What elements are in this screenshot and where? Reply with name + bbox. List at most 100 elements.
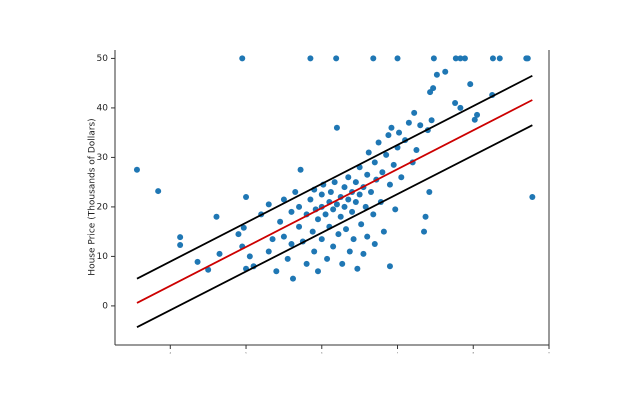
fit-line: [136, 124, 533, 328]
data-point: [280, 233, 287, 240]
y-tick-label: 40: [97, 103, 109, 113]
data-point: [474, 111, 481, 118]
data-point: [303, 260, 310, 267]
data-point: [333, 124, 340, 131]
data-point: [386, 181, 393, 188]
fit-line: [136, 74, 533, 280]
data-point: [307, 196, 314, 203]
data-point: [335, 231, 342, 238]
data-point: [324, 255, 331, 262]
data-point: [289, 275, 296, 282]
data-point: [216, 250, 223, 257]
data-point: [318, 191, 325, 198]
data-point: [430, 55, 437, 62]
data-point: [398, 174, 405, 181]
data-point: [309, 228, 316, 235]
data-point: [213, 213, 220, 220]
data-point: [362, 203, 369, 210]
data-point: [235, 231, 242, 238]
data-point: [383, 151, 390, 158]
data-point: [322, 211, 329, 218]
data-point: [457, 55, 464, 62]
data-point: [413, 146, 420, 153]
data-point: [390, 161, 397, 168]
data-point: [331, 179, 338, 186]
data-point: [396, 129, 403, 136]
data-point: [524, 55, 531, 62]
data-point: [405, 119, 412, 126]
data-point: [339, 260, 346, 267]
y-tick-label: 0: [102, 301, 108, 311]
y-tick-label: 30: [97, 153, 109, 163]
data-point: [337, 213, 344, 220]
x-tick-label: 9: [548, 353, 550, 355]
data-point: [371, 159, 378, 166]
data-point: [417, 122, 424, 129]
data-point: [314, 268, 321, 275]
data-point: [467, 81, 474, 88]
data-point: [297, 166, 304, 173]
data-point: [343, 226, 350, 233]
data-point: [284, 255, 291, 262]
data-point: [442, 68, 449, 75]
data-point: [370, 211, 377, 218]
data-point: [246, 253, 253, 260]
x-tick-label: 5: [245, 353, 247, 355]
data-point: [273, 268, 280, 275]
data-point: [277, 218, 284, 225]
data-point: [356, 191, 363, 198]
data-point: [333, 55, 340, 62]
data-point: [333, 201, 340, 208]
data-point: [318, 236, 325, 243]
data-point: [427, 89, 434, 96]
data-point: [239, 55, 246, 62]
data-point: [360, 250, 367, 257]
data-point: [352, 198, 359, 205]
data-point: [330, 243, 337, 250]
data-point: [345, 196, 352, 203]
data-point: [177, 234, 184, 241]
data-point: [243, 194, 250, 201]
data-point: [364, 171, 371, 178]
data-point: [327, 189, 334, 196]
data-point: [265, 201, 272, 208]
data-point: [457, 104, 464, 111]
data-point: [379, 169, 386, 176]
data-point: [375, 139, 382, 146]
data-point: [428, 117, 435, 124]
x-tick-label: 4: [170, 353, 172, 355]
data-point: [370, 55, 377, 62]
data-point: [288, 208, 295, 215]
x-tick-label: 6: [321, 353, 323, 355]
y-axis-label: House Price (Thousands of Dollars): [88, 118, 98, 275]
data-point: [280, 196, 287, 203]
data-point: [240, 224, 247, 231]
data-point: [269, 236, 276, 243]
x-tick-label: 7: [397, 353, 399, 355]
data-point: [386, 263, 393, 270]
fit-line: [136, 99, 533, 304]
y-tick-label: 10: [97, 252, 109, 262]
data-point: [265, 248, 272, 255]
data-point: [341, 184, 348, 191]
data-point: [452, 55, 459, 62]
data-point: [194, 258, 201, 265]
data-point: [177, 242, 184, 249]
data-point: [421, 228, 428, 235]
data-point: [529, 194, 536, 201]
data-point: [133, 166, 140, 173]
data-point: [352, 179, 359, 186]
data-point: [433, 71, 440, 78]
data-point: [314, 216, 321, 223]
data-point: [489, 55, 496, 62]
x-tick-label: 8: [473, 353, 475, 355]
data-point: [330, 206, 337, 213]
data-point: [394, 55, 401, 62]
data-point: [368, 189, 375, 196]
data-point: [292, 189, 299, 196]
data-point: [358, 221, 365, 228]
data-point: [385, 132, 392, 139]
data-point: [311, 248, 318, 255]
data-point: [296, 223, 303, 230]
